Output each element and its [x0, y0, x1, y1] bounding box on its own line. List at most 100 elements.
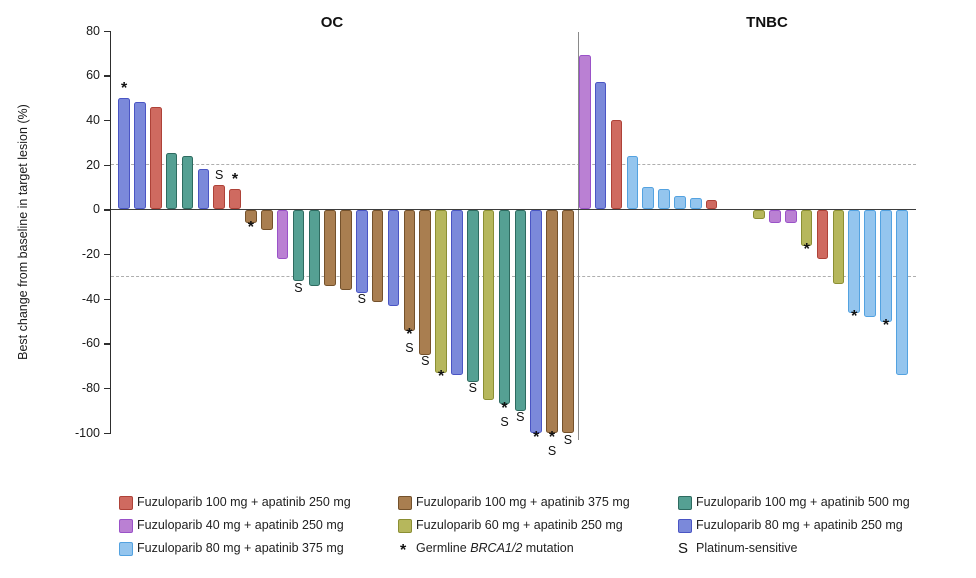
zero-baseline	[111, 208, 916, 210]
bar	[356, 210, 368, 293]
legend-label-brown: Fuzuloparib 100 mg + apatinib 375 mg	[416, 495, 630, 509]
y-tick-label: -40	[81, 291, 100, 306]
platinum-sensitive-marker: S	[405, 340, 414, 355]
legend-swatch-purple	[119, 519, 133, 533]
brca-mutation-marker: *	[437, 368, 445, 386]
bar	[880, 210, 892, 322]
platinum-sensitive-marker: S	[563, 432, 573, 447]
platinum-sensitive-marker: S	[215, 167, 224, 182]
y-tick-label: 40	[86, 112, 100, 127]
bar	[530, 210, 542, 434]
y-tick-mark	[103, 119, 110, 122]
y-tick-label: 20	[86, 157, 100, 172]
legend-swatch-violet	[678, 519, 692, 533]
legend-label-purple: Fuzuloparib 40 mg + apatinib 250 mg	[137, 518, 344, 532]
bar	[816, 210, 829, 260]
bar	[800, 210, 813, 246]
legend-platinum-symbol: S	[678, 540, 689, 557]
brca-mutation-marker: *	[247, 218, 254, 236]
bar	[896, 210, 908, 376]
legend-swatch-teal	[678, 496, 692, 510]
legend-swatch-skyblue	[119, 542, 133, 556]
y-tick-mark	[103, 75, 110, 77]
legend-swatch-olive	[398, 519, 412, 533]
bar	[562, 210, 574, 434]
bar	[308, 210, 321, 286]
legend-label-red: Fuzuloparib 100 mg + apatinib 250 mg	[137, 495, 351, 509]
legend-label-teal: Fuzuloparib 100 mg + apatinib 500 mg	[696, 495, 910, 509]
y-tick-mark	[103, 432, 110, 434]
legend-brca-symbol: *	[400, 542, 407, 559]
y-tick-label: 60	[86, 68, 100, 83]
legend-label-text: mutation	[522, 541, 574, 555]
bar	[498, 210, 511, 405]
y-tick-mark	[103, 343, 110, 345]
bar	[324, 210, 336, 286]
brca-mutation-marker: *	[231, 171, 239, 189]
legend-label-violet: Fuzuloparib 80 mg + apatinib 250 mg	[696, 518, 903, 532]
bar	[864, 210, 876, 318]
y-tick-mark	[103, 30, 110, 32]
panel-divider	[577, 31, 579, 440]
brca-mutation-marker: *	[120, 79, 128, 97]
legend-swatch-red	[119, 496, 133, 510]
bar	[387, 210, 400, 307]
panel-title-oc: OC	[320, 14, 344, 31]
bar	[467, 210, 479, 382]
bar	[340, 210, 352, 291]
reference-line	[111, 275, 916, 277]
bar	[292, 210, 305, 282]
legend-label-skyblue: Fuzuloparib 80 mg + apatinib 375 mg	[137, 541, 344, 555]
bar	[403, 210, 416, 331]
legend-platinum-label: Platinum-sensitive	[696, 541, 797, 555]
brca-mutation-marker: *	[851, 308, 858, 326]
brca-mutation-marker: *	[406, 325, 413, 343]
panel-title-tnbc: TNBC	[746, 14, 788, 31]
legend-label-text: Platinum-sensitive	[696, 541, 798, 555]
y-tick-mark	[103, 298, 110, 300]
y-tick-label: -60	[81, 336, 100, 351]
brca-mutation-marker: *	[548, 428, 556, 446]
y-tick-label: -80	[81, 380, 100, 395]
brca-mutation-marker: *	[882, 316, 890, 334]
y-tick-label: 80	[86, 23, 100, 38]
platinum-sensitive-marker: S	[421, 354, 430, 369]
platinum-sensitive-marker: S	[547, 443, 557, 458]
platinum-sensitive-marker: S	[357, 291, 367, 306]
y-tick-mark	[103, 164, 110, 166]
legend-label-gene: BRCA1/2	[470, 541, 523, 555]
bar	[482, 210, 495, 400]
bar	[419, 210, 432, 356]
platinum-sensitive-marker: S	[516, 410, 525, 425]
bar	[785, 210, 797, 224]
platinum-sensitive-marker: S	[294, 280, 303, 295]
bar	[451, 210, 463, 376]
bar	[848, 210, 861, 313]
y-tick-label: -20	[81, 246, 100, 261]
platinum-sensitive-marker: S	[468, 381, 477, 396]
brca-mutation-marker: *	[533, 428, 540, 446]
y-tick-mark	[103, 387, 110, 390]
reference-line	[111, 164, 916, 166]
legend-brca-label: Germline BRCA1/2 mutation	[416, 541, 574, 555]
platinum-sensitive-marker: S	[500, 414, 509, 429]
legend-label-text: Germline	[416, 541, 471, 555]
y-tick-label: -100	[74, 425, 100, 440]
y-tick-mark	[103, 209, 110, 211]
bar	[276, 210, 289, 260]
legend-label-olive: Fuzuloparib 60 mg + apatinib 250 mg	[416, 518, 623, 532]
legend-swatch-brown	[398, 496, 412, 510]
bar	[514, 210, 527, 411]
bar	[245, 210, 257, 224]
y-tick-label: 0	[93, 202, 100, 217]
y-axis-line	[109, 30, 111, 434]
bar	[435, 210, 447, 374]
bar	[546, 210, 558, 434]
bar	[371, 210, 384, 302]
bar	[832, 210, 845, 284]
brca-mutation-marker: *	[803, 241, 810, 259]
bar	[753, 210, 765, 219]
